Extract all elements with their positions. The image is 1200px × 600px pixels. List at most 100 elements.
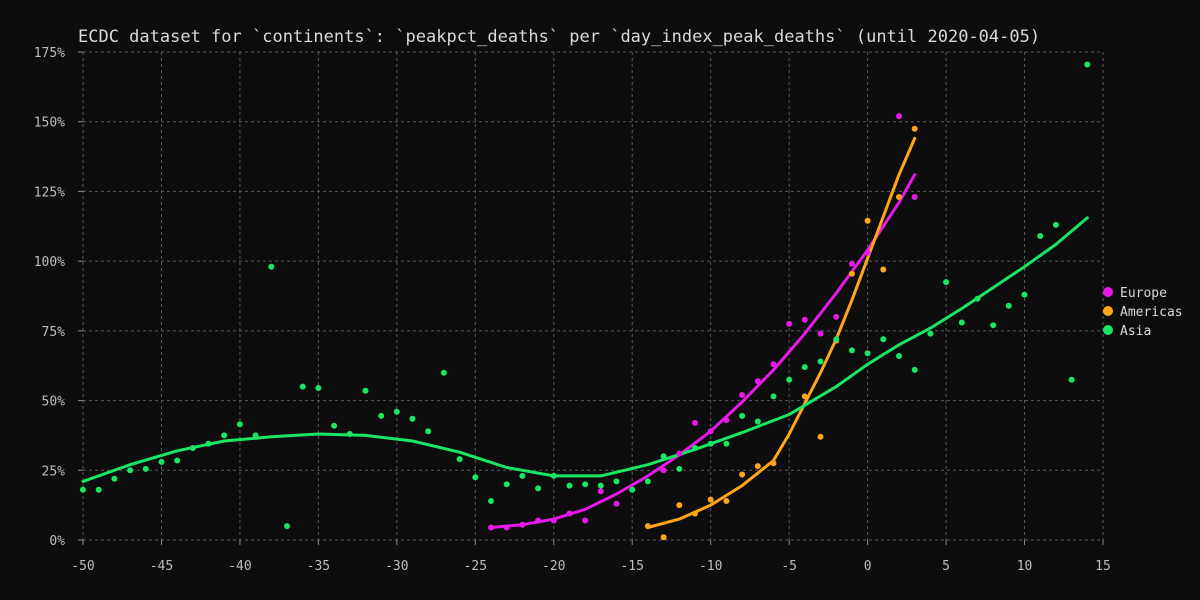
x-tick-label: -50 <box>71 559 94 574</box>
data-point-americas <box>911 125 918 132</box>
data-point-asia <box>1005 302 1012 309</box>
data-point-europe <box>582 517 589 524</box>
data-point-europe <box>754 378 761 385</box>
data-point-americas <box>848 270 855 277</box>
legend-marker-europe <box>1103 287 1113 297</box>
data-point-asia <box>927 330 934 337</box>
data-point-europe <box>739 392 746 398</box>
data-point-asia <box>911 366 918 373</box>
y-tick-label: 50% <box>42 395 66 410</box>
data-point-asia <box>1037 233 1044 239</box>
data-point-asia <box>990 322 997 329</box>
data-point-asia <box>848 347 855 354</box>
data-point-europe <box>519 521 526 528</box>
y-tick-label: 150% <box>34 116 65 131</box>
data-point-asia <box>299 383 306 390</box>
data-point-europe <box>660 467 667 474</box>
x-tick-label: -30 <box>385 559 408 574</box>
data-point-asia <box>456 456 463 463</box>
data-point-asia <box>127 467 134 474</box>
data-point-asia <box>472 474 479 481</box>
data-point-asia <box>409 415 416 422</box>
data-point-asia <box>660 453 667 460</box>
data-point-asia <box>174 457 181 464</box>
data-point-europe <box>488 524 494 531</box>
data-point-americas <box>739 471 746 478</box>
data-point-europe <box>503 524 510 531</box>
data-point-asia <box>644 478 651 485</box>
data-point-asia <box>692 445 698 451</box>
data-point-europe <box>613 500 620 507</box>
data-point-asia <box>158 458 165 465</box>
data-point-europe <box>833 313 840 320</box>
data-point-asia <box>221 432 228 439</box>
trend-line-asia <box>81 216 1089 483</box>
x-tick-label: -35 <box>307 559 330 574</box>
data-point-asia <box>1068 376 1075 383</box>
data-point-europe <box>801 316 808 323</box>
y-tick-label: 0% <box>49 534 65 549</box>
legend-label-americas: Americas <box>1120 305 1183 320</box>
data-point-americas <box>644 523 651 530</box>
data-point-americas <box>707 496 714 503</box>
data-point-europe <box>566 510 573 517</box>
legend-marker-asia <box>1103 325 1113 335</box>
data-point-europe <box>817 330 824 337</box>
data-point-asia <box>362 387 369 394</box>
data-point-asia <box>80 486 86 493</box>
x-tick-label: -10 <box>699 559 722 574</box>
data-point-asia <box>801 364 808 371</box>
data-point-asia <box>205 440 212 447</box>
data-point-americas <box>692 510 698 517</box>
data-point-asia <box>629 486 636 493</box>
x-tick-label: -5 <box>781 559 797 574</box>
legend: Europe Americas Asia <box>1103 286 1183 339</box>
y-tick-label: 175% <box>34 46 65 61</box>
data-point-asia <box>346 431 353 437</box>
data-point-asia <box>315 385 322 391</box>
data-point-asia <box>958 319 965 326</box>
data-point-americas <box>660 534 667 541</box>
data-point-americas <box>817 433 824 440</box>
legend-label-europe: Europe <box>1120 286 1167 301</box>
x-tick-label: -40 <box>228 559 251 574</box>
trend-lines <box>81 136 1089 529</box>
data-point-asia <box>739 412 746 419</box>
legend-marker-americas <box>1103 306 1113 316</box>
data-points <box>80 61 1091 541</box>
chart-title: ECDC dataset for `continents`: `peakpct_… <box>78 27 1040 47</box>
data-point-asia <box>189 445 196 451</box>
data-point-europe <box>692 419 698 426</box>
axes: -50 -45 -40 -35 -30 -25 -20 -15 -10 -5 0 5 10 150%25%… <box>34 46 1111 574</box>
data-point-asia <box>676 465 683 472</box>
data-point-europe <box>535 517 542 524</box>
data-point-americas <box>896 194 902 200</box>
data-point-europe <box>896 113 902 120</box>
data-point-europe <box>864 249 871 256</box>
trend-line-americas <box>646 136 917 529</box>
data-point-asia <box>425 428 432 435</box>
data-point-europe <box>597 488 604 495</box>
data-point-americas <box>864 217 871 224</box>
data-point-asia <box>519 472 526 479</box>
data-point-asia <box>550 472 557 479</box>
data-point-asia <box>974 295 981 302</box>
data-point-europe <box>770 361 777 368</box>
data-point-asia <box>331 422 338 429</box>
data-point-asia <box>582 481 589 488</box>
data-point-asia <box>896 353 902 359</box>
data-point-asia <box>943 279 950 286</box>
y-tick-label: 75% <box>42 325 66 340</box>
x-tick-label: 5 <box>942 559 950 574</box>
data-point-asia <box>236 421 243 428</box>
data-point-europe <box>723 417 730 424</box>
data-point-asia <box>142 465 149 472</box>
data-point-asia <box>1021 291 1028 298</box>
data-point-asia <box>268 263 275 270</box>
x-tick-label: 15 <box>1095 559 1111 574</box>
data-point-asia <box>707 440 714 447</box>
data-point-asia <box>1052 221 1059 228</box>
data-point-asia <box>488 498 494 504</box>
x-tick-label: -45 <box>150 559 173 574</box>
data-point-americas <box>880 266 887 273</box>
